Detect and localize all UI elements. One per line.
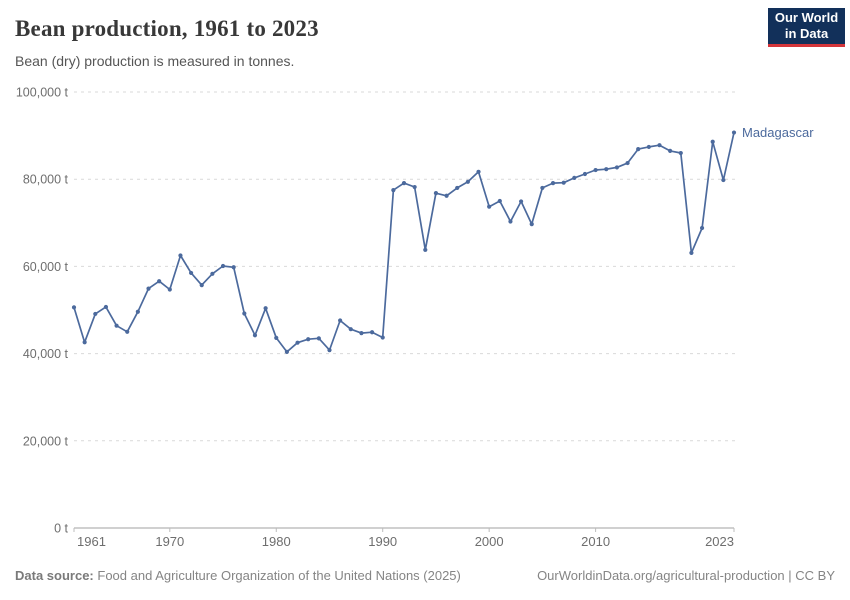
data-point-marker[interactable]	[646, 144, 651, 150]
data-point-marker[interactable]	[188, 270, 194, 276]
data-point-marker[interactable]	[487, 204, 492, 209]
data-point-marker[interactable]	[220, 263, 226, 269]
y-tick-label: 100,000 t	[16, 86, 69, 100]
x-tick-label: 1980	[262, 534, 291, 549]
data-point-marker[interactable]	[699, 225, 705, 231]
y-tick-label: 20,000 t	[23, 434, 69, 448]
data-point-marker[interactable]	[274, 335, 279, 341]
data-point-marker[interactable]	[114, 323, 119, 328]
y-tick-label: 80,000 t	[23, 173, 69, 187]
data-point-marker[interactable]	[433, 191, 439, 196]
data-point-marker[interactable]	[210, 271, 215, 276]
y-tick-label: 40,000 t	[23, 347, 69, 361]
x-tick-label: 2023	[705, 534, 734, 549]
data-point-marker[interactable]	[497, 198, 502, 204]
data-point-marker[interactable]	[593, 167, 598, 173]
data-point-marker[interactable]	[465, 179, 470, 184]
series-line-madagascar[interactable]	[73, 132, 735, 353]
data-point-marker[interactable]	[529, 222, 534, 227]
data-point-marker[interactable]	[412, 184, 417, 190]
data-point-marker[interactable]	[380, 335, 385, 340]
data-source: Data source: Food and Agriculture Organi…	[15, 568, 461, 583]
data-point-marker[interactable]	[657, 143, 662, 148]
data-point-marker[interactable]	[167, 287, 172, 292]
data-point-marker[interactable]	[242, 311, 247, 316]
data-point-marker[interactable]	[252, 333, 258, 338]
data-point-marker[interactable]	[550, 181, 556, 186]
owid-logo[interactable]: Our World in Data	[768, 8, 845, 47]
data-point-marker[interactable]	[82, 340, 87, 345]
data-point-marker[interactable]	[369, 330, 375, 335]
y-tick-label: 60,000 t	[23, 260, 69, 274]
x-tick-label: 2000	[475, 534, 504, 549]
data-point-marker[interactable]	[125, 329, 130, 334]
data-point-marker[interactable]	[710, 139, 715, 144]
data-point-marker[interactable]	[401, 181, 407, 186]
data-point-marker[interactable]	[231, 265, 236, 270]
data-point-marker[interactable]	[135, 309, 140, 314]
data-point-marker[interactable]	[348, 327, 353, 332]
data-point-marker[interactable]	[391, 188, 396, 193]
y-tick-label: 0 t	[54, 522, 68, 536]
data-point-marker[interactable]	[284, 349, 290, 354]
data-point-marker[interactable]	[423, 247, 428, 252]
data-point-marker[interactable]	[103, 304, 109, 310]
data-source-label: Data source:	[15, 568, 94, 583]
data-point-marker[interactable]	[295, 340, 300, 345]
x-tick-label: 2010	[581, 534, 610, 549]
data-point-marker[interactable]	[689, 250, 694, 255]
data-point-marker[interactable]	[93, 311, 98, 317]
data-point-marker[interactable]	[476, 169, 481, 174]
data-point-marker[interactable]	[572, 175, 577, 180]
data-point-marker[interactable]	[338, 318, 343, 323]
footer-link[interactable]: OurWorldinData.org/agricultural-producti…	[537, 568, 835, 583]
chart-subtitle: Bean (dry) production is measured in ton…	[15, 53, 295, 69]
data-point-marker[interactable]	[199, 283, 204, 288]
data-point-marker[interactable]	[316, 336, 321, 341]
data-point-marker[interactable]	[540, 185, 545, 191]
data-point-marker[interactable]	[178, 253, 183, 258]
data-point-marker[interactable]	[625, 160, 630, 166]
data-point-marker[interactable]	[157, 279, 162, 284]
series-end-label[interactable]: Madagascar	[742, 125, 814, 140]
data-point-marker[interactable]	[359, 331, 364, 336]
x-tick-label: 1990	[368, 534, 397, 549]
data-point-marker[interactable]	[721, 177, 726, 183]
chart-title: Bean production, 1961 to 2023	[15, 16, 319, 41]
data-point-marker[interactable]	[636, 147, 641, 152]
data-point-marker[interactable]	[731, 130, 737, 135]
data-point-marker[interactable]	[518, 199, 524, 204]
data-point-marker[interactable]	[327, 348, 332, 353]
data-point-marker[interactable]	[604, 167, 609, 172]
x-tick-label: 1961	[77, 534, 106, 549]
data-point-marker[interactable]	[455, 185, 460, 191]
data-point-marker[interactable]	[263, 306, 268, 311]
data-point-marker[interactable]	[306, 337, 311, 342]
data-point-marker[interactable]	[444, 193, 449, 198]
x-tick-label: 1970	[155, 534, 184, 549]
chart-footer: Data source: Food and Agriculture Organi…	[15, 568, 835, 583]
owid-logo-line1: Our World	[774, 10, 839, 26]
data-point-marker[interactable]	[582, 171, 588, 177]
data-point-marker[interactable]	[71, 305, 77, 310]
data-source-text: Food and Agriculture Organization of the…	[97, 568, 461, 583]
data-point-marker[interactable]	[668, 148, 673, 153]
data-point-marker[interactable]	[561, 180, 566, 185]
data-point-marker[interactable]	[146, 286, 151, 291]
data-point-marker[interactable]	[678, 150, 683, 156]
data-point-marker[interactable]	[614, 165, 620, 170]
owid-logo-line2: in Data	[784, 26, 829, 41]
data-point-marker[interactable]	[508, 219, 513, 224]
